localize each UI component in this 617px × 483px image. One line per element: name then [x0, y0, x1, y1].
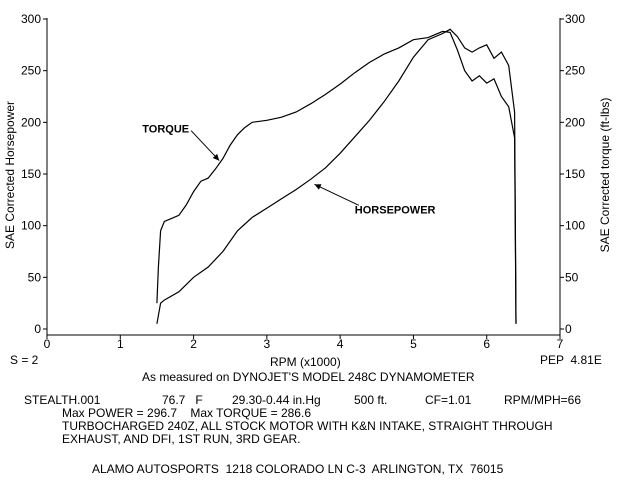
- y2-tick-label: 200: [565, 115, 585, 129]
- run-cf: CF=1.01: [425, 393, 472, 407]
- x-tick-label: 5: [410, 337, 417, 351]
- y-tick-label: 200: [21, 115, 41, 129]
- y2-tick-label: 100: [565, 219, 585, 233]
- chart-series: [156, 28, 517, 324]
- y-tick-label: 100: [21, 219, 41, 233]
- x-axis-label: RPM (x1000): [270, 355, 341, 369]
- x-tick-label: 6: [483, 337, 490, 351]
- y-tick-label: 0: [34, 322, 41, 336]
- run-rpm-mph: RPM/MPH=66: [504, 393, 582, 407]
- notes-line-1: TURBOCHARGED 240Z, ALL STOCK MOTOR WITH …: [62, 419, 553, 433]
- notes-line-2: EXHAUST, AND DFI, 1ST RUN, 3RD GEAR.: [62, 432, 301, 446]
- y-tick-label: 150: [21, 167, 41, 181]
- y2-tick-label: 50: [565, 270, 579, 284]
- run-baro: 29.30-0.44 in.Hg: [232, 393, 321, 407]
- x-tick-label: 2: [190, 337, 197, 351]
- run-file: STEALTH.001: [24, 393, 101, 407]
- annotation-arrowhead: [212, 153, 220, 161]
- run-altitude: 500 ft.: [354, 393, 388, 407]
- y2-tick-label: 0: [565, 322, 572, 336]
- y-tick-label: 250: [21, 64, 41, 78]
- footer-code: S = 2: [10, 353, 39, 367]
- shop-info: ALAMO AUTOSPORTS 1218 COLORADO LN C-3 AR…: [92, 462, 504, 476]
- y2-axis-label: SAE Corrected torque (ft-lbs): [598, 98, 612, 253]
- annotation-arrow: [314, 183, 360, 206]
- x-tick-label: 1: [117, 337, 124, 351]
- annotation-arrow: [190, 130, 220, 161]
- annotation-arrowhead: [314, 184, 322, 190]
- chart-axes: [46, 18, 561, 336]
- max-values: Max POWER = 296.7 Max TORQUE = 286.6: [62, 406, 311, 420]
- x-tick-label: 4: [337, 337, 344, 351]
- y-tick-label: 300: [21, 12, 41, 26]
- annotation-horsepower: HORSEPOWER: [355, 204, 436, 216]
- y-axis-label: SAE Corrected Horsepower: [3, 101, 17, 249]
- y2-tick-label: 150: [565, 167, 585, 181]
- series-line-torque: [156, 30, 517, 324]
- y2-tick-label: 300: [565, 12, 585, 26]
- series-line-horsepower: [156, 28, 517, 324]
- y2-tick-label: 250: [565, 64, 585, 78]
- footer-pep: PEP 4.81E: [540, 353, 602, 367]
- run-temp: 76.7 F: [162, 393, 203, 407]
- annotation-torque: TORQUE: [142, 124, 189, 136]
- chart-annotations: TORQUE HORSEPOWER: [142, 124, 435, 217]
- x-tick-label: 7: [557, 337, 564, 351]
- y-tick-label: 50: [28, 270, 42, 284]
- footer-subtitle: As measured on DYNOJET'S MODEL 248C DYNA…: [142, 370, 475, 384]
- x-tick-label: 3: [264, 337, 271, 351]
- x-tick-label: 0: [44, 337, 51, 351]
